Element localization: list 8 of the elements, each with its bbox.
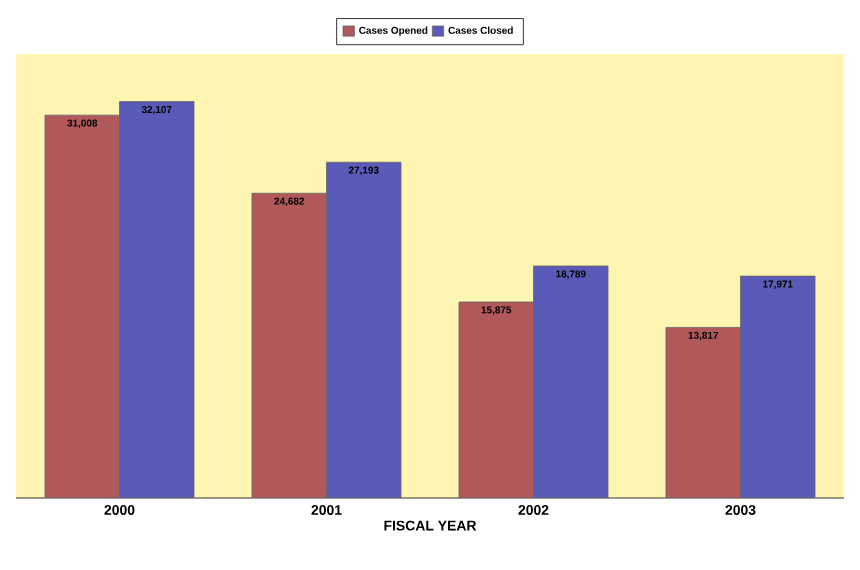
bar: [533, 265, 609, 498]
bar: [740, 275, 816, 498]
bar: [119, 101, 195, 498]
bar: [44, 114, 120, 498]
bar: [458, 301, 534, 498]
bar: [665, 327, 741, 498]
bar: [326, 161, 402, 498]
bar: [251, 192, 327, 498]
